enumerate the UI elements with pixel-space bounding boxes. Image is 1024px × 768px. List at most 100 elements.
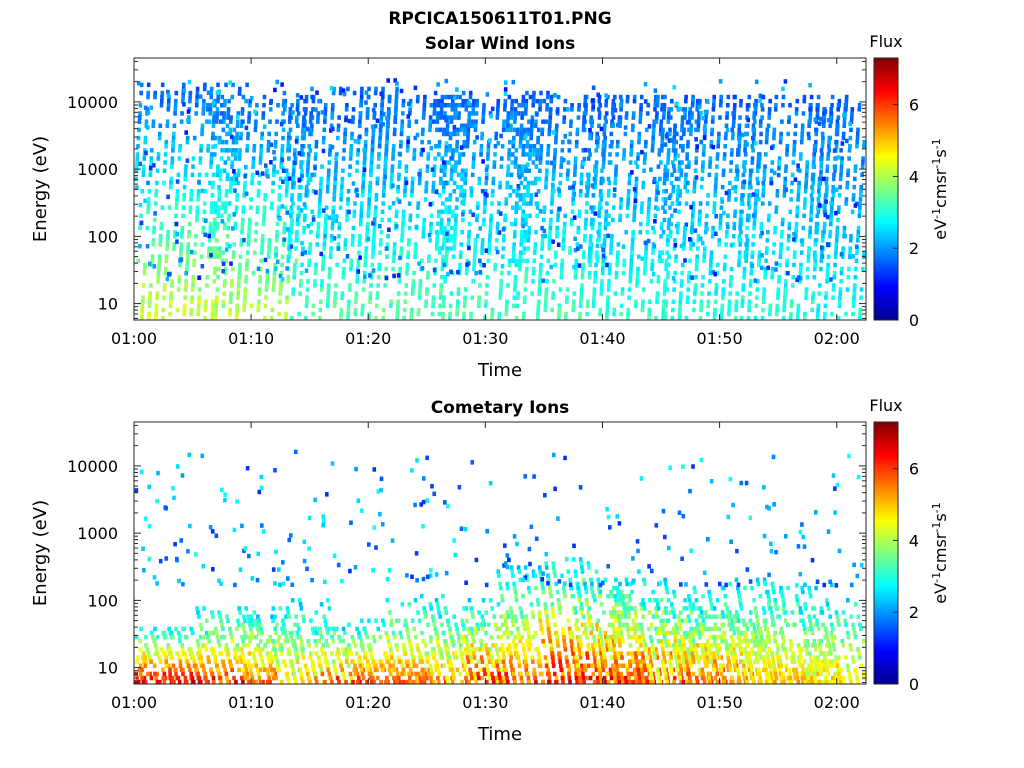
heatmap-cell [148, 655, 152, 660]
heatmap-cell [456, 291, 461, 296]
heatmap-cell [270, 307, 275, 313]
heatmap-cell [156, 279, 160, 284]
heatmap-cell [459, 242, 464, 247]
heatmap-cell [635, 270, 640, 276]
heatmap-cell [381, 315, 385, 321]
heatmap-cell [581, 266, 585, 272]
heatmap-cell [457, 111, 461, 116]
heatmap-cell [472, 139, 477, 145]
heatmap-cell [309, 111, 313, 116]
heatmap-cell [449, 234, 454, 239]
heatmap-cell [798, 279, 802, 284]
heatmap-cell [182, 307, 187, 313]
heatmap-cell [836, 155, 841, 160]
heatmap-cell [230, 266, 235, 272]
heatmap-cell [548, 234, 552, 239]
heatmap-cell [161, 675, 165, 681]
heatmap-cell [838, 287, 843, 292]
heatmap-cell [588, 128, 592, 133]
y-tick-label: 10 [98, 295, 118, 314]
heatmap-cell [747, 205, 752, 210]
heatmap-cell [138, 225, 142, 231]
heatmap-cell [796, 197, 800, 202]
heatmap-cell [359, 98, 364, 104]
colorbar-tick-label: 6 [909, 96, 919, 115]
heatmap-cell [654, 205, 658, 210]
heatmap-cell [639, 221, 643, 227]
heatmap-cell [180, 234, 184, 239]
heatmap-cell [386, 123, 390, 128]
heatmap-cell [799, 139, 804, 145]
heatmap-cell [577, 107, 581, 112]
heatmap-cell [654, 94, 658, 100]
heatmap-cell [288, 630, 292, 636]
heatmap-cell [244, 667, 248, 673]
heatmap-cell [149, 659, 153, 664]
heatmap-cell [703, 119, 708, 124]
heatmap-cell [140, 675, 144, 681]
heatmap-cell [303, 98, 307, 104]
heatmap-cell [432, 168, 437, 173]
heatmap-cell [406, 139, 410, 144]
heatmap-cell [416, 205, 420, 210]
heatmap-cell [651, 135, 655, 141]
heatmap-cell [355, 160, 360, 165]
heatmap-cell [697, 104, 702, 110]
heatmap-cell [477, 299, 481, 304]
heatmap-cell [170, 675, 175, 681]
heatmap-cell [694, 175, 699, 180]
heatmap-cell [793, 131, 797, 137]
heatmap-cell [674, 258, 678, 264]
heatmap-cell [193, 663, 198, 668]
heatmap-cell [810, 184, 814, 190]
heatmap-cell [383, 164, 388, 169]
heatmap-cell [589, 221, 594, 227]
heatmap-cell [302, 225, 306, 231]
heatmap-cell [760, 103, 764, 108]
heatmap-cell [767, 107, 772, 112]
heatmap-cell [243, 174, 247, 179]
heatmap-cell [285, 227, 290, 232]
heatmap-cell [376, 283, 380, 288]
heatmap-cell [691, 205, 696, 210]
heatmap-cell [196, 189, 201, 194]
heatmap-cell [561, 246, 565, 251]
heatmap-cell [192, 135, 197, 141]
heatmap-cell [792, 254, 797, 259]
heatmap-cell [513, 217, 518, 223]
heatmap-cell [759, 221, 764, 227]
heatmap-cell [242, 303, 247, 309]
heatmap-cell [460, 176, 464, 182]
heatmap-cell [852, 287, 857, 292]
heatmap-cell [219, 679, 223, 685]
heatmap-cell [858, 201, 862, 206]
heatmap-cell [662, 103, 667, 108]
heatmap-cell [671, 307, 675, 313]
heatmap-cell [146, 94, 150, 100]
heatmap-cell [147, 189, 152, 194]
heatmap-cell [215, 634, 220, 640]
heatmap-cell [235, 659, 240, 664]
heatmap-cell [572, 192, 577, 197]
heatmap-cell [134, 634, 139, 640]
heatmap-cell [706, 303, 710, 309]
heatmap-cell [466, 127, 471, 133]
heatmap-cell [483, 303, 488, 309]
heatmap-cell [606, 193, 611, 198]
heatmap-cell [677, 168, 682, 173]
heatmap-cell [178, 659, 183, 664]
heatmap-cell [624, 111, 629, 116]
heatmap-cell [585, 201, 589, 206]
heatmap-cell [327, 215, 332, 220]
heatmap-cell [817, 283, 822, 288]
heatmap-cell [671, 160, 675, 165]
heatmap-cell [295, 229, 299, 235]
heatmap-cell [254, 221, 259, 227]
heatmap-cell [748, 180, 752, 186]
heatmap-cell [850, 209, 855, 214]
heatmap-cell [598, 201, 602, 206]
heatmap-cell [618, 103, 623, 108]
heatmap-cell [531, 103, 535, 108]
heatmap-cell [627, 189, 631, 194]
heatmap-cell [576, 246, 580, 251]
